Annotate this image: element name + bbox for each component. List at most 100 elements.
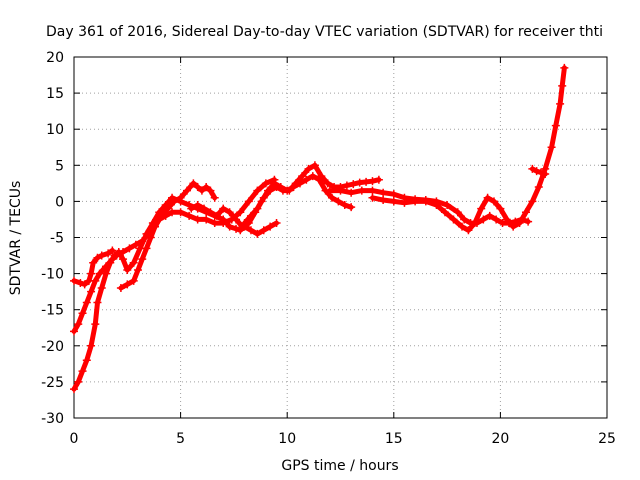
data-point bbox=[129, 276, 138, 285]
data-point bbox=[138, 255, 147, 264]
data-point bbox=[443, 201, 452, 210]
y-tick-label: 10 bbox=[46, 122, 64, 138]
data-point bbox=[91, 276, 100, 285]
data-point bbox=[146, 233, 155, 242]
data-point bbox=[82, 356, 91, 365]
data-point bbox=[266, 186, 275, 195]
data-point bbox=[193, 182, 202, 191]
data-point bbox=[93, 298, 102, 307]
data-point bbox=[556, 99, 565, 108]
y-tick-label: -20 bbox=[41, 339, 64, 355]
y-tick-label: 0 bbox=[55, 194, 64, 210]
data-point bbox=[496, 204, 505, 213]
data-point bbox=[133, 265, 142, 274]
data-point bbox=[272, 182, 281, 191]
x-tick-label: 5 bbox=[176, 431, 185, 447]
data-point bbox=[91, 320, 100, 329]
data-point bbox=[212, 211, 221, 220]
data-point bbox=[357, 186, 366, 195]
data-point bbox=[232, 224, 241, 233]
data-point bbox=[182, 186, 191, 195]
data-point bbox=[298, 172, 307, 181]
data-point bbox=[558, 81, 567, 90]
data-point bbox=[259, 226, 268, 235]
data-point bbox=[87, 341, 96, 350]
data-point bbox=[515, 219, 524, 228]
data-point bbox=[449, 215, 458, 224]
data-point bbox=[70, 385, 78, 394]
y-tick-label: -10 bbox=[41, 267, 64, 283]
data-point bbox=[232, 215, 241, 224]
data-point bbox=[202, 215, 211, 224]
data-point bbox=[151, 222, 160, 231]
data-point bbox=[325, 186, 334, 195]
data-point bbox=[502, 215, 511, 224]
data-point bbox=[104, 249, 113, 258]
series-sat-f bbox=[240, 161, 383, 228]
data-point bbox=[114, 247, 123, 256]
x-tick-label: 15 bbox=[385, 431, 403, 447]
data-point bbox=[336, 186, 345, 195]
data-point bbox=[142, 244, 151, 253]
series-sat-c bbox=[70, 193, 281, 394]
data-point bbox=[206, 208, 215, 217]
data-point bbox=[479, 215, 488, 224]
data-point bbox=[272, 219, 281, 228]
data-point bbox=[155, 215, 164, 224]
data-point bbox=[342, 181, 351, 190]
data-point bbox=[349, 180, 358, 189]
data-point bbox=[110, 251, 119, 260]
grid bbox=[74, 57, 607, 418]
data-point bbox=[285, 186, 294, 195]
data-point bbox=[189, 179, 198, 188]
y-tick-label: -25 bbox=[41, 375, 64, 391]
data-point bbox=[74, 377, 83, 386]
data-point bbox=[536, 168, 545, 177]
data-point bbox=[78, 367, 87, 376]
data-point bbox=[323, 179, 332, 188]
data-point bbox=[253, 186, 262, 195]
data-point bbox=[168, 208, 177, 217]
data-point bbox=[76, 278, 85, 287]
data-point bbox=[93, 253, 102, 262]
data-point bbox=[485, 211, 494, 220]
data-point bbox=[389, 190, 398, 199]
data-point bbox=[560, 63, 569, 72]
data-point bbox=[70, 327, 78, 336]
data-point bbox=[547, 143, 556, 152]
data-point bbox=[131, 240, 140, 249]
data-point bbox=[528, 164, 537, 173]
data-point bbox=[240, 219, 249, 228]
data-point bbox=[368, 193, 377, 202]
series-sat-e bbox=[187, 172, 356, 231]
data-point bbox=[78, 309, 87, 318]
x-tick-label: 0 bbox=[70, 431, 79, 447]
data-point bbox=[261, 179, 270, 188]
y-axis-label: SDTVAR / TECUs bbox=[8, 181, 24, 296]
data-point bbox=[308, 172, 317, 181]
data-point bbox=[524, 217, 533, 226]
data-point bbox=[210, 193, 219, 202]
data-point bbox=[521, 208, 530, 217]
data-point bbox=[89, 258, 98, 267]
data-point bbox=[168, 193, 177, 202]
x-axis-label: GPS time / hours bbox=[281, 458, 398, 474]
data-series bbox=[70, 63, 569, 394]
data-point bbox=[327, 193, 336, 202]
data-point bbox=[347, 203, 356, 212]
data-point bbox=[532, 167, 541, 176]
data-point bbox=[161, 201, 170, 210]
data-point bbox=[74, 320, 83, 329]
data-point bbox=[206, 186, 215, 195]
data-point bbox=[528, 197, 537, 206]
data-point bbox=[176, 197, 185, 206]
data-point bbox=[219, 204, 228, 213]
data-point bbox=[119, 255, 128, 264]
data-point bbox=[187, 204, 196, 213]
data-point bbox=[421, 197, 430, 206]
data-point bbox=[253, 204, 262, 213]
data-point bbox=[101, 269, 110, 278]
data-point bbox=[464, 226, 473, 235]
x-tick-label: 10 bbox=[278, 431, 296, 447]
